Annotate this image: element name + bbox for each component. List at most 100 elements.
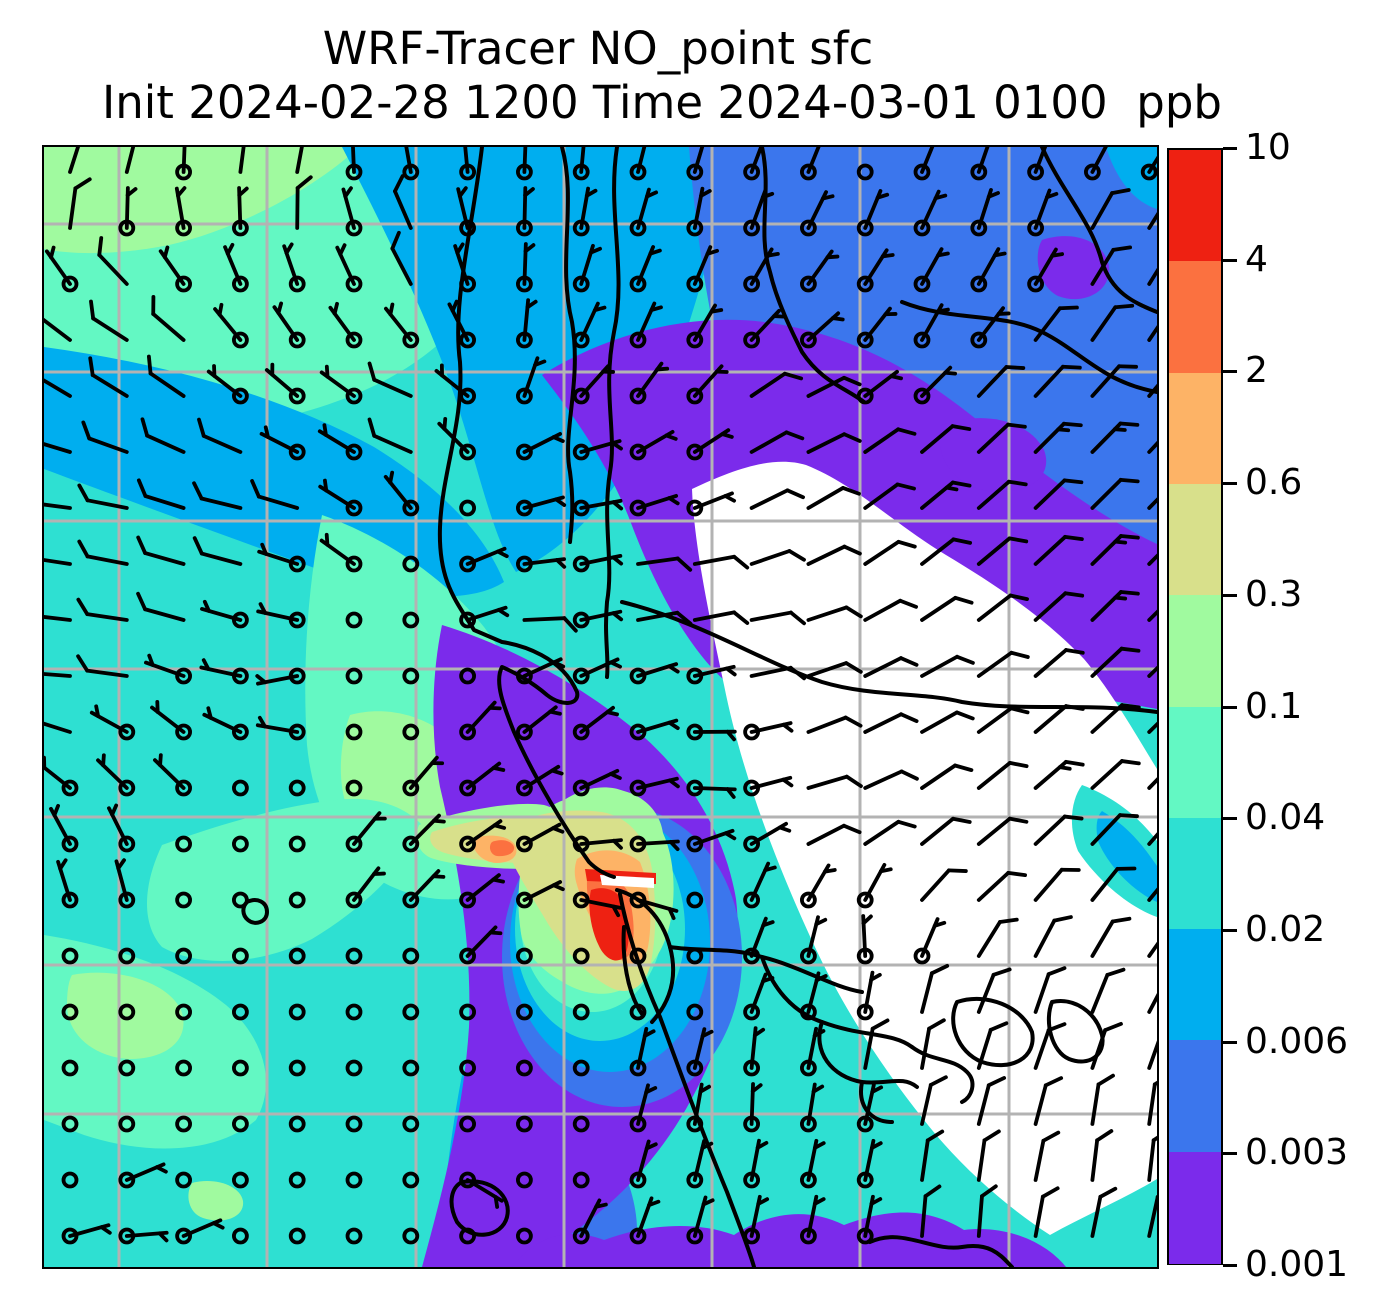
barb-half (488, 930, 503, 936)
calm-circle (629, 947, 647, 965)
calm-circle (572, 779, 590, 797)
calm-circle (800, 1171, 817, 1189)
calm-circle (345, 1059, 363, 1077)
barb-staff (1033, 867, 1064, 902)
barb-full (844, 661, 863, 674)
calm-circle (629, 163, 647, 181)
barb-staff (976, 816, 1012, 846)
barb-full (1008, 760, 1029, 769)
calm-circle (515, 499, 533, 517)
calm-circle (856, 891, 874, 909)
barb-full (1043, 1076, 1064, 1088)
barb-full (1062, 478, 1084, 485)
barb-half (611, 500, 624, 511)
calm-circle (629, 387, 647, 405)
barb-full (896, 539, 917, 549)
calm-circle (288, 947, 306, 965)
calm-circle (288, 331, 306, 349)
calm-circle (459, 163, 477, 181)
barb-half (388, 302, 395, 317)
calm-circle (970, 275, 988, 293)
barb-half (879, 867, 893, 874)
calm-circle (345, 555, 363, 573)
barb-full (841, 486, 861, 496)
calm-circle (572, 1059, 590, 1077)
barb-full (1110, 188, 1131, 196)
barb-staff (976, 706, 1013, 734)
barb-staff (920, 971, 934, 1014)
barb-staff (863, 819, 901, 846)
calm-circle (402, 331, 420, 349)
barb-staff (920, 595, 958, 622)
barb-staff (1090, 646, 1124, 678)
barb-staff (44, 615, 72, 622)
calm-circle (970, 219, 988, 237)
barb-half (491, 877, 505, 884)
colorbar-tick-label: 0.02 (1245, 909, 1326, 950)
barb-half (550, 768, 564, 776)
barb-full (1119, 590, 1140, 596)
calm-circle (459, 667, 477, 685)
barb-staff (1090, 813, 1122, 846)
barb-staff (372, 377, 413, 398)
barb-half (324, 532, 330, 547)
calm-circle (118, 779, 136, 797)
calm-circle (231, 1059, 249, 1077)
calm-circle (118, 947, 136, 965)
calm-circle (1084, 163, 1101, 181)
barb-full (1052, 915, 1073, 923)
barb-full (1046, 1022, 1067, 1033)
barb-staff (692, 554, 737, 566)
calm-circle (913, 947, 931, 965)
calm-circle (800, 219, 817, 237)
calm-circle (743, 331, 760, 349)
calm-circle (1027, 275, 1044, 293)
barb-full (1117, 364, 1139, 369)
barb-full (136, 478, 148, 498)
barb-full (1119, 534, 1140, 540)
barb-full (1062, 814, 1084, 821)
barb-full (1118, 813, 1139, 819)
barb-staff (90, 373, 129, 398)
calm-circle (1027, 219, 1044, 237)
contour-region (489, 840, 515, 857)
calm-circle (402, 723, 420, 741)
barb-staff (256, 494, 300, 510)
calm-circle (402, 667, 420, 685)
barb-half (766, 251, 780, 258)
barb-full (842, 432, 862, 443)
barb-staff (976, 760, 1012, 790)
barb-staff (1147, 609, 1157, 622)
barb-full (896, 819, 917, 829)
barb-staff (863, 656, 903, 678)
contour-region (939, 418, 1047, 492)
calm-circle (515, 891, 533, 909)
barb-half (812, 1029, 826, 1038)
calm-circle (743, 1171, 760, 1189)
barb-half (761, 976, 775, 984)
barb-staff (1147, 777, 1157, 790)
colorbar-segment (1169, 261, 1221, 374)
calm-circle (231, 387, 249, 405)
barb-full (1119, 646, 1141, 653)
barb-half (709, 308, 724, 314)
barb-half (936, 307, 950, 314)
barb-half (492, 823, 507, 830)
colorbar-tick (1223, 481, 1237, 485)
barb-staff (44, 442, 72, 454)
calm-circle (345, 387, 363, 405)
barb-staff (920, 763, 957, 790)
barb-full (1058, 305, 1079, 311)
barb-staff (238, 147, 246, 174)
barb-half (257, 715, 267, 729)
barb-half (523, 243, 536, 254)
calm-circle (118, 723, 136, 741)
barb-half (752, 1027, 766, 1038)
barb-staff (1147, 440, 1157, 454)
calm-circle (345, 1171, 363, 1189)
colorbar-tick (1223, 705, 1237, 709)
barb-half (525, 299, 538, 310)
barb-half (611, 838, 623, 850)
barb-staff (85, 554, 129, 566)
colorbar-tick-label: 4 (1245, 239, 1268, 280)
